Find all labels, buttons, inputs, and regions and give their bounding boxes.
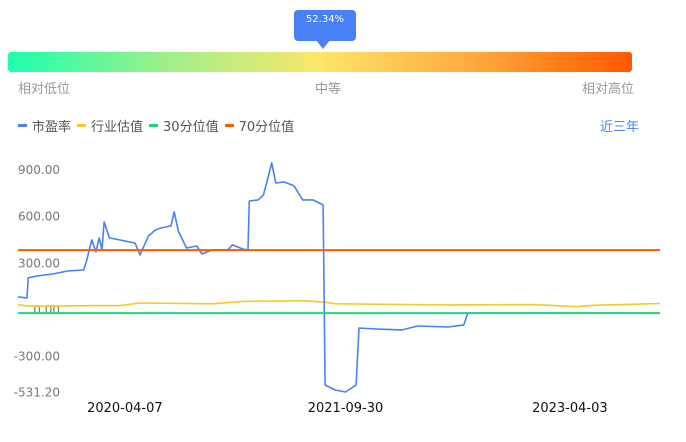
legend-swatch: [18, 124, 27, 127]
legend-item[interactable]: 市盈率: [18, 116, 71, 135]
series-line-行业估值: [17, 299, 661, 308]
y-tick-label: 0.00: [33, 303, 60, 317]
x-tick-label: 2021-09-30: [308, 401, 384, 416]
range-selector-button[interactable]: 近三年: [600, 120, 640, 135]
y-tick-label: 600.00: [18, 210, 60, 224]
legend-item[interactable]: 行业估值: [77, 116, 143, 135]
legend-swatch: [77, 124, 87, 127]
x-tick-label: 2020-04-07: [87, 401, 163, 416]
legend-label: 行业估值: [91, 120, 144, 135]
y-tick-label: -531.20: [14, 386, 60, 400]
level-high-label: 相对高位: [582, 82, 635, 97]
chart-legend: 市盈率 行业估值 30分位值 70分位值: [18, 116, 300, 135]
legend-label: 70分位值: [238, 120, 295, 135]
legend-item[interactable]: 70分位值: [224, 116, 295, 135]
y-tick-label: 300.00: [18, 256, 60, 270]
legend-item[interactable]: 30分位值: [149, 116, 219, 135]
legend-label: 30分位值: [163, 120, 219, 135]
y-tick-label: 900.00: [18, 163, 60, 177]
legend-swatch: [224, 124, 234, 127]
x-tick-label: 2023-04-03: [532, 401, 608, 416]
series-line-市盈率: [17, 162, 660, 393]
valuation-gradient-bar: [8, 52, 632, 72]
y-tick-label: -300.00: [14, 350, 60, 364]
percentile-tooltip: 52.34%: [294, 10, 356, 49]
level-low-label: 相对低位: [18, 82, 71, 97]
legend-label: 市盈率: [32, 120, 72, 135]
level-mid-label: 中等: [315, 82, 342, 97]
legend-swatch: [149, 124, 159, 127]
